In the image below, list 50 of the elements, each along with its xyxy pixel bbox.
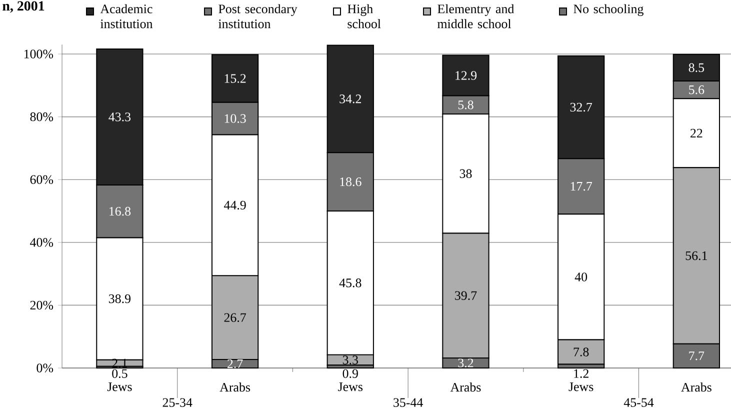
- data-label: 22: [690, 128, 702, 138]
- x-tick-label: Arabs: [220, 382, 250, 392]
- y-tick-label: 0%: [36, 364, 54, 372]
- x-tick-label: Arabs: [681, 382, 712, 392]
- x-tick-label: Arabs: [450, 382, 481, 392]
- data-label: 7.7: [689, 352, 704, 360]
- data-label: 16.8: [110, 206, 131, 216]
- y-tick-label: 40%: [30, 238, 54, 247]
- legend-label: Academic institution: [100, 4, 153, 28]
- data-label: 0.5: [112, 369, 128, 378]
- legend-label: Post secondary institution: [218, 4, 298, 28]
- data-label: 39.7: [455, 291, 477, 300]
- data-label: 45.8: [339, 278, 362, 288]
- legend-label: No schooling: [574, 4, 644, 16]
- text: 35-44: [394, 398, 423, 407]
- data-label: 15.2: [224, 74, 246, 83]
- data-label: 34.2: [340, 94, 362, 104]
- data-label: 8.5: [688, 63, 704, 72]
- x-tick-label: Jews: [338, 382, 363, 392]
- legend-label: High school: [348, 4, 381, 28]
- data-label: 17.7: [570, 182, 592, 191]
- y-tick-label: 20%: [30, 300, 54, 310]
- data-label: 5.8: [458, 100, 474, 110]
- data-label: 26.7: [224, 313, 246, 322]
- data-label: 3.2: [458, 358, 474, 368]
- x-tick-label: Jews: [107, 382, 132, 392]
- x-tick-label: Jews: [568, 382, 594, 392]
- data-label: 7.8: [574, 348, 589, 356]
- chart-title: n, 2001: [2, 1, 44, 13]
- data-label: 5.6: [689, 85, 704, 94]
- data-label: 38: [460, 169, 472, 178]
- text: 25-34: [162, 398, 192, 407]
- data-label: 12.9: [456, 71, 477, 80]
- data-label: 10.3: [224, 114, 246, 123]
- data-label: 32.7: [570, 102, 592, 112]
- legend-label: Elementry and middle school: [437, 4, 514, 28]
- data-label: 2.7: [228, 359, 243, 368]
- y-tick-label: 80%: [30, 112, 54, 122]
- data-label: 43.3: [108, 112, 131, 122]
- y-tick-label: 60%: [30, 175, 54, 184]
- data-label: 1.2: [574, 369, 588, 378]
- y-tick-label: 100%: [24, 50, 54, 58]
- text: 45-54: [624, 398, 654, 407]
- data-label: 38.9: [108, 294, 130, 304]
- data-label: 44.9: [224, 200, 246, 210]
- data-label: 18.6: [340, 177, 362, 186]
- data-label: 56.1: [686, 251, 707, 260]
- data-label: 3.3: [342, 356, 358, 364]
- data-label: 40: [574, 272, 588, 282]
- data-label: 0.9: [342, 369, 358, 378]
